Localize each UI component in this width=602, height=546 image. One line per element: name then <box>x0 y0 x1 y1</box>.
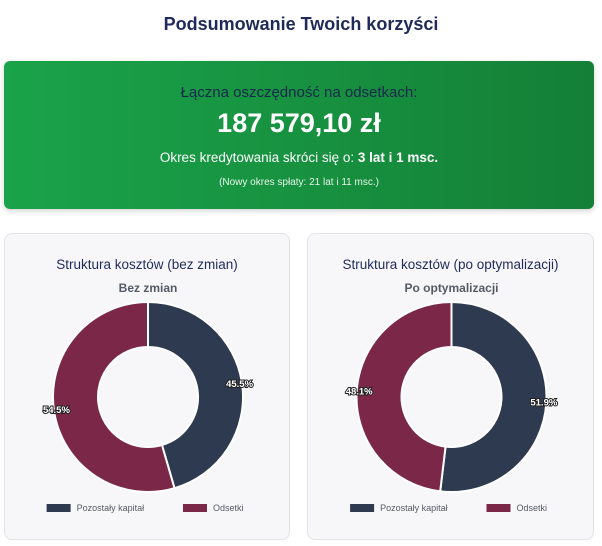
legend-label[interactable]: Odsetki <box>213 503 244 513</box>
donut-slice-interest[interactable] <box>355 300 453 493</box>
donut-slice-capital[interactable] <box>439 300 548 493</box>
slice-value-label: 48.1% <box>346 386 373 397</box>
legend-swatch[interactable] <box>46 504 71 512</box>
legend-swatch[interactable] <box>486 504 511 512</box>
page-title: Podsumowanie Twoich korzyści <box>163 14 439 34</box>
chart-subtitle: Bez zmian <box>119 281 178 295</box>
term-shortening-text: Okres kredytowania skróci się o: 3 lat i… <box>4 150 594 165</box>
legend-swatch[interactable] <box>183 504 207 512</box>
term-shortening-value: 3 lat i 1 msc. <box>357 150 439 165</box>
slice-value-label: 45.5% <box>226 379 253 390</box>
donut-slice-capital[interactable] <box>147 300 244 490</box>
new-term-text: (Nowy okres spłaty: 21 lat i 11 msc.) <box>219 177 379 188</box>
donut-slice-interest[interactable] <box>52 300 176 493</box>
savings-summary-card: Łączna oszczędność na odsetkach: 187 579… <box>4 61 594 209</box>
donut-chart-after: Po optymalizacji 51.9% 48.1% Pozostały kapi… <box>345 281 559 513</box>
chart-subtitle: Po optymalizacji <box>404 281 498 295</box>
legend-label[interactable]: Odsetki <box>517 503 548 513</box>
donut-chart-before: Bez zmian 45.5% 54.5% Pozostały kapitał Odse… <box>42 281 255 513</box>
legend-label[interactable]: Pozostały kapitał <box>77 503 145 513</box>
legend-label[interactable]: Pozostały kapitał <box>380 503 448 513</box>
chart-card-title: Struktura kosztów (po optymalizacji) <box>342 257 559 272</box>
slice-value-label: 51.9% <box>530 398 557 409</box>
legend-swatch[interactable] <box>350 504 375 512</box>
chart-card-after: Struktura kosztów (po optymalizacji) Po … <box>307 233 594 540</box>
savings-amount: 187 579,10 zł <box>217 108 381 138</box>
slice-value-label: 54.5% <box>43 405 70 416</box>
chart-card-title: Struktura kosztów (bez zmian) <box>56 257 238 272</box>
savings-label: Łączna oszczędność na odsetkach: <box>180 84 418 101</box>
term-shortening-prefix: Okres kredytowania skróci się o: <box>159 150 358 165</box>
chart-card-before: Struktura kosztów (bez zmian) Bez zmian 4… <box>4 233 290 540</box>
